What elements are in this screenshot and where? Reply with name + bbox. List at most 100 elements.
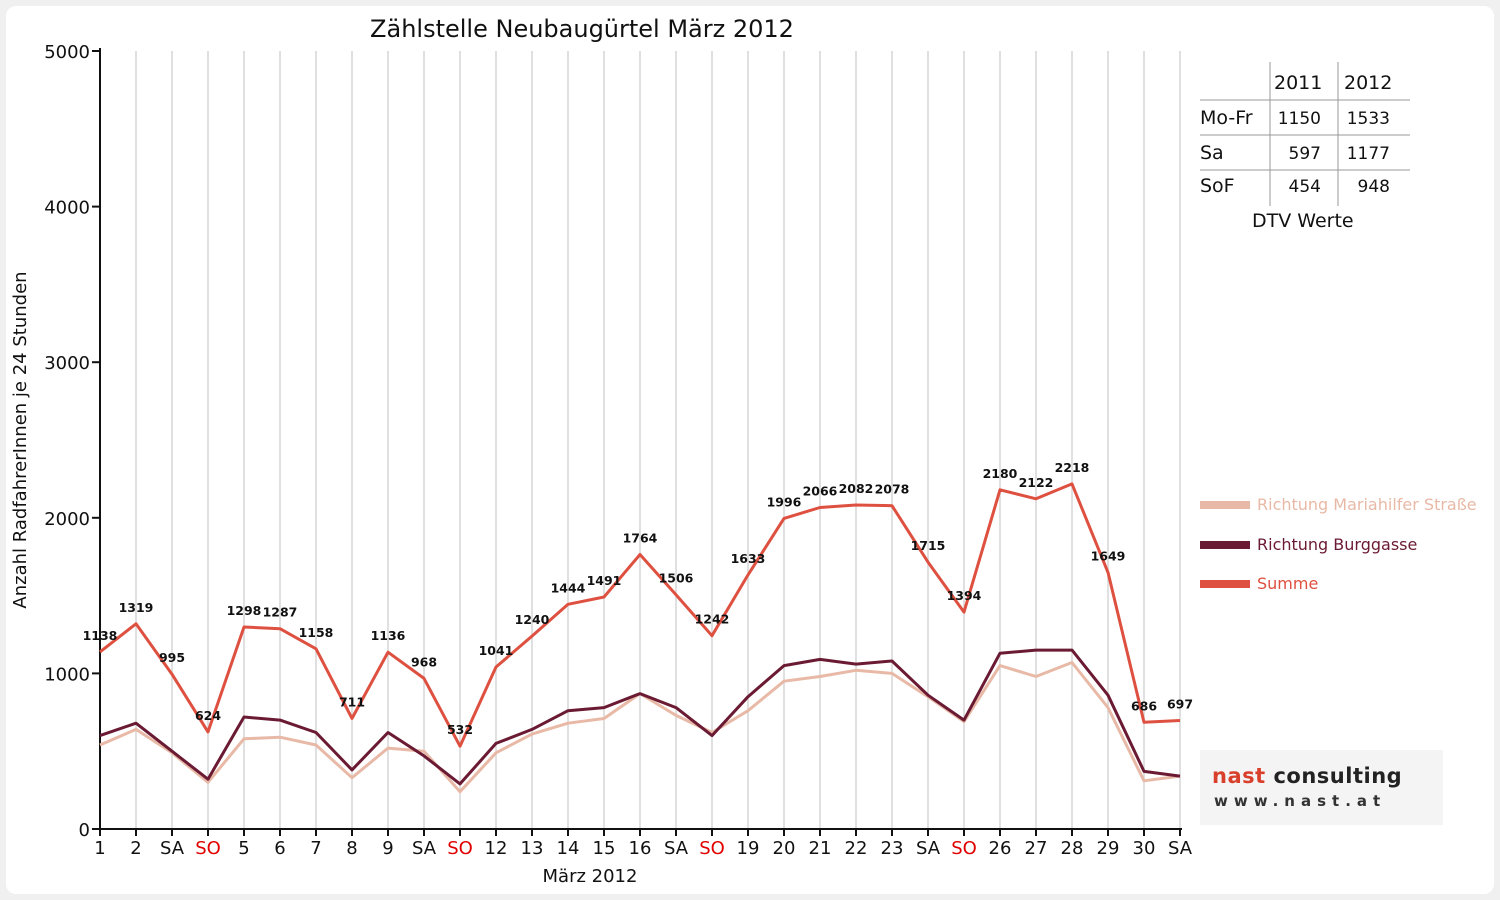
x-tick-label: SA [916, 838, 941, 859]
x-tick-label: 23 [881, 838, 904, 859]
dtv-value: 1150 [1277, 109, 1321, 129]
dtv-value: 1533 [1346, 109, 1390, 129]
data-label: 1240 [515, 612, 550, 627]
grid [135, 51, 1181, 829]
logo-word-nast: nast [1212, 764, 1266, 788]
data-label: 1041 [479, 643, 514, 658]
x-tick-label: 1 [94, 838, 105, 859]
data-label: 1287 [263, 605, 298, 620]
x-axis-title: März 2012 [543, 866, 638, 887]
x-tick-label: SO [951, 838, 977, 859]
dtv-row-label: Sa [1200, 142, 1224, 164]
data-label: 1138 [83, 628, 118, 643]
data-label: 711 [339, 694, 365, 709]
data-label: 1242 [695, 612, 730, 627]
x-tick-label: 13 [521, 838, 544, 859]
x-tick-label: 15 [593, 838, 616, 859]
data-label: 1715 [911, 538, 946, 553]
x-tick-label: 9 [382, 838, 393, 859]
data-label: 1649 [1091, 548, 1126, 563]
x-tick-label: SA [412, 838, 437, 859]
y-tick-label: 4000 [44, 198, 90, 219]
data-label: 1506 [659, 571, 694, 586]
data-label: 2082 [839, 481, 874, 496]
x-tick-label: 8 [346, 838, 357, 859]
x-tick-label: 28 [1061, 838, 1084, 859]
x-tick-label: 21 [809, 838, 832, 859]
x-tick-label: 30 [1133, 838, 1156, 859]
x-tick-label: 20 [773, 838, 796, 859]
x-tick-label: 16 [629, 838, 652, 859]
data-label: 624 [195, 708, 221, 723]
x-tick-label: 19 [737, 838, 760, 859]
data-label: 1158 [299, 625, 334, 640]
logo-wordmark: nast consulting [1212, 764, 1402, 788]
x-tick-label: SA [1168, 838, 1193, 859]
x-tick-label: SO [699, 838, 725, 859]
legend-label-mariahilfer: Richtung Mariahilfer Straße [1257, 495, 1477, 514]
data-label: 697 [1167, 697, 1193, 712]
data-label: 532 [447, 722, 473, 737]
x-tick-label: SA [664, 838, 689, 859]
x-tick-label: 22 [845, 838, 868, 859]
data-label: 1633 [731, 551, 766, 566]
x-tick-label: 7 [310, 838, 321, 859]
series-line-2 [99, 482, 1181, 748]
data-label: 1394 [947, 588, 982, 603]
dtv-caption: DTV Werte [1252, 210, 1354, 232]
data-label: 686 [1131, 698, 1157, 713]
legend-swatch-mariahilfer [1200, 501, 1250, 509]
dtv-col-2012: 2012 [1344, 72, 1393, 94]
dtv-value: 1177 [1346, 144, 1390, 164]
chart-title: Zählstelle Neubaugürtel März 2012 [370, 15, 794, 43]
series-line-1 [99, 648, 1181, 786]
dtv-value: 948 [1357, 177, 1390, 197]
y-tick-label: 3000 [44, 353, 90, 374]
dtv-value: 454 [1288, 177, 1321, 197]
x-tick-label: SA [160, 838, 185, 859]
data-label: 1298 [227, 603, 262, 618]
chart-frame [6, 6, 1494, 894]
dtv-row-label: SoF [1200, 175, 1235, 197]
data-label: 2078 [875, 482, 910, 497]
x-tick-label: 29 [1097, 838, 1120, 859]
dtv-col-2011: 2011 [1274, 72, 1323, 94]
data-label: 2122 [1019, 475, 1054, 490]
data-label: 1136 [371, 628, 406, 643]
y-tick-label: 0 [79, 820, 90, 841]
x-tick-label: 14 [557, 838, 580, 859]
data-label: 2066 [803, 484, 838, 499]
y-axis-title: Anzahl RadfahrerInnen je 24 Stunden [10, 271, 31, 608]
y-tick-label: 1000 [44, 664, 90, 685]
logo-url: www.nast.at [1214, 792, 1387, 810]
data-label: 1491 [587, 573, 622, 588]
legend-swatch-burggasse [1200, 541, 1250, 549]
x-tick-label: 12 [485, 838, 508, 859]
legend-swatch-summe [1200, 580, 1250, 588]
data-label: 1764 [623, 531, 658, 546]
dtv-value: 597 [1288, 144, 1321, 164]
x-tick-label: SO [195, 838, 221, 859]
x-tick-label: 26 [989, 838, 1012, 859]
x-tick-label: SO [447, 838, 473, 859]
legend-label-burggasse: Richtung Burggasse [1257, 535, 1418, 554]
data-label: 2180 [983, 466, 1018, 481]
data-label: 1996 [767, 494, 802, 509]
x-tick-label: 27 [1025, 838, 1048, 859]
legend-label-summe: Summe [1257, 574, 1319, 593]
y-tick-label: 2000 [44, 509, 90, 530]
company-logo: nast consulting www.nast.at [1200, 750, 1443, 825]
data-label: 2218 [1055, 460, 1090, 475]
x-tick-label: 6 [274, 838, 285, 859]
data-label: 968 [411, 654, 437, 669]
y-tick-label: 5000 [44, 42, 90, 63]
data-label: 1444 [551, 580, 586, 595]
data-label: 1319 [119, 600, 154, 615]
logo-word-consulting: consulting [1273, 764, 1403, 788]
x-tick-label: 2 [130, 838, 141, 859]
dtv-row-label: Mo-Fr [1200, 107, 1253, 129]
data-label: 995 [159, 650, 185, 665]
